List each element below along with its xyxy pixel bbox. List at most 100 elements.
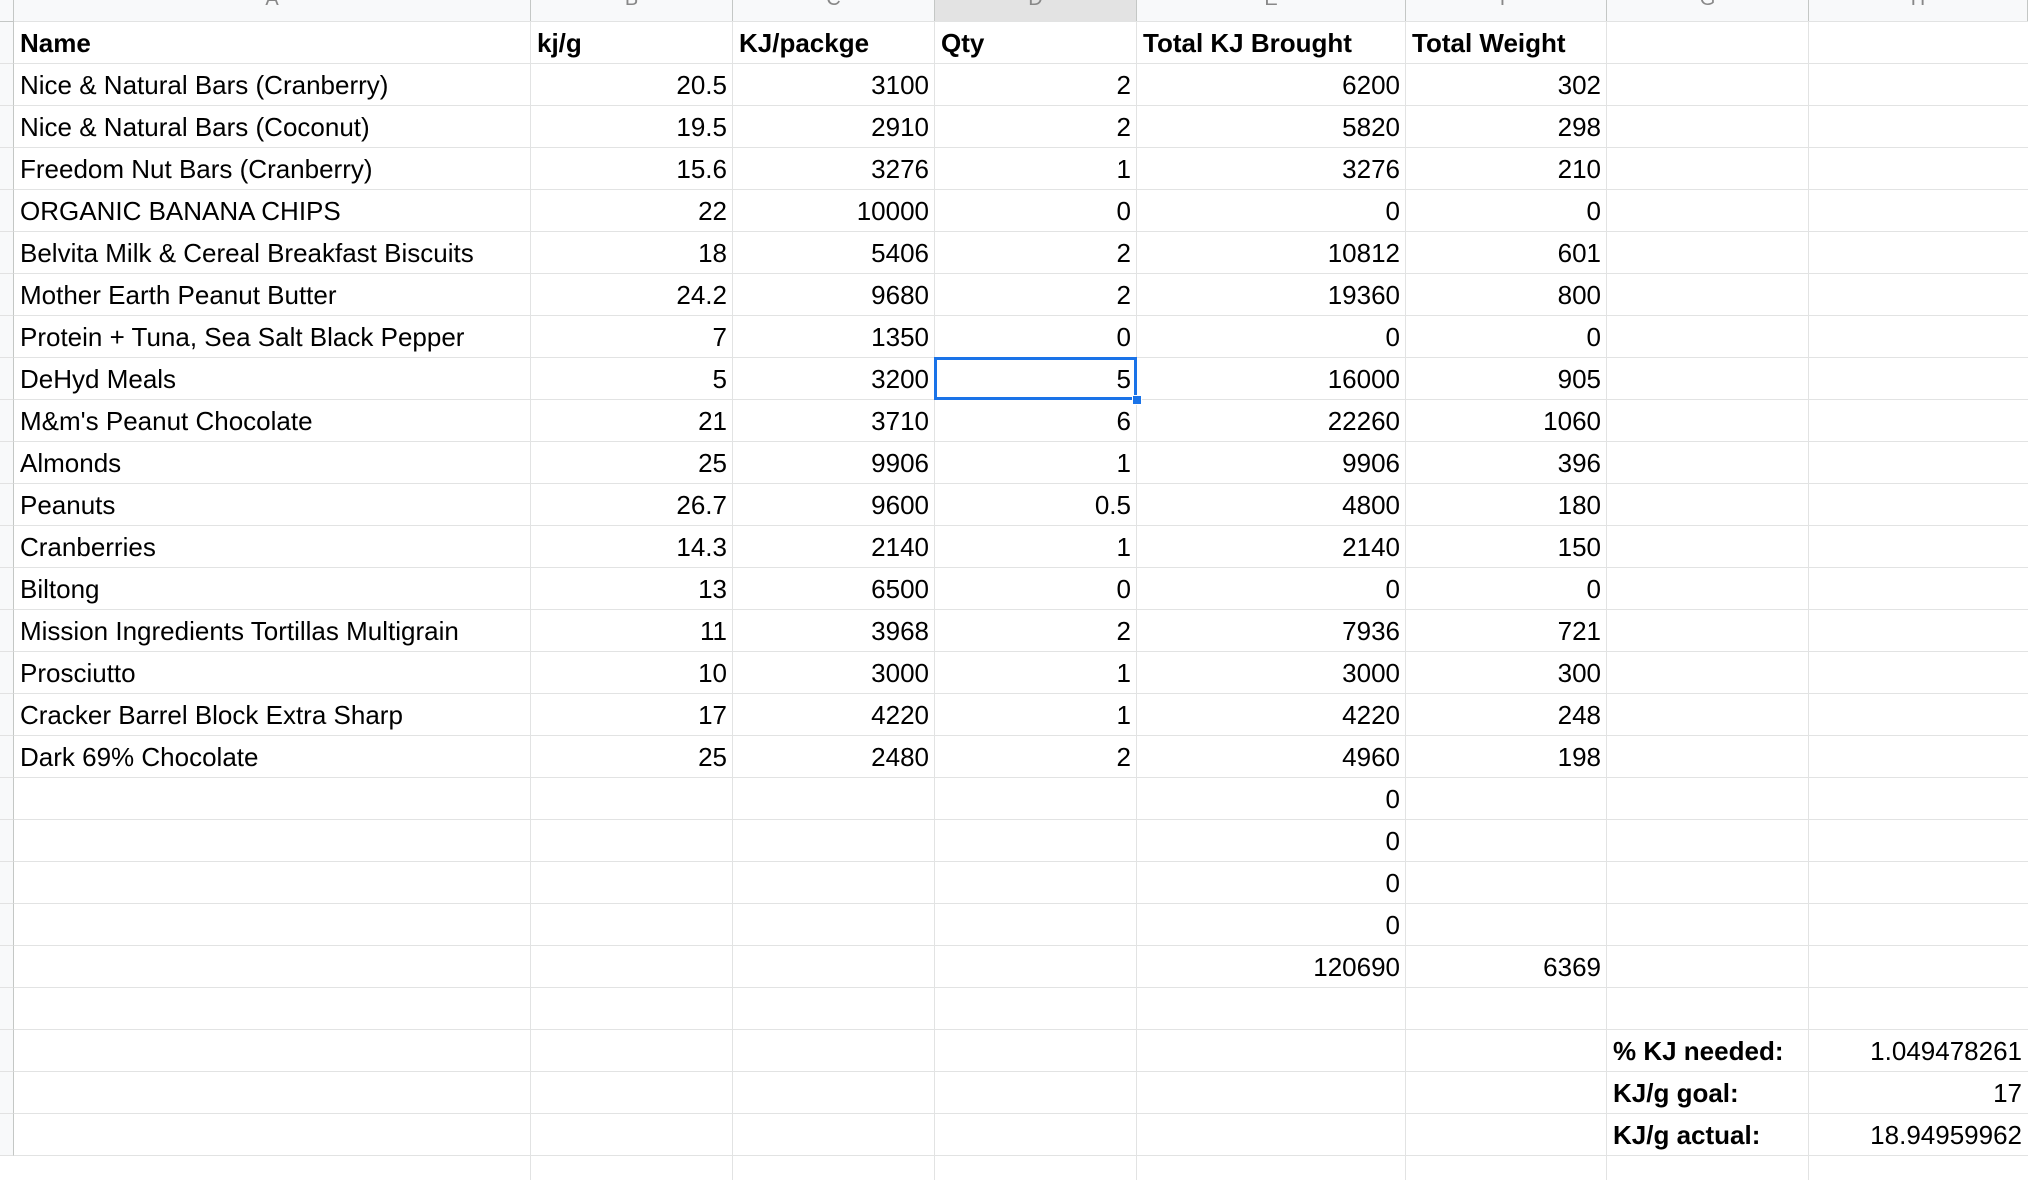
summary-value-cell[interactable]: 1.049478261	[1870, 1036, 2022, 1066]
item-name-cell[interactable]: Mother Earth Peanut Butter	[20, 280, 337, 310]
number-cell[interactable]: 905	[1557, 364, 1601, 394]
number-cell[interactable]: 0	[1116, 322, 1131, 352]
row-header-22[interactable]	[0, 904, 14, 946]
row-header-15[interactable]	[0, 610, 14, 652]
number-cell[interactable]: 25	[698, 742, 727, 772]
column-title-cell[interactable]: Total KJ Brought	[1143, 28, 1352, 58]
row-header-18[interactable]	[0, 736, 14, 778]
item-name-cell[interactable]: DeHyd Meals	[20, 364, 177, 394]
number-cell[interactable]: 22260	[1327, 406, 1400, 436]
row-header-3[interactable]	[0, 106, 14, 148]
number-cell[interactable]: 198	[1557, 742, 1601, 772]
number-cell[interactable]: 6200	[1342, 70, 1400, 100]
grand-total-weight-cell[interactable]: 6369	[1543, 952, 1601, 982]
number-cell[interactable]: 3710	[871, 406, 929, 436]
row-header-10[interactable]	[0, 400, 14, 442]
item-name-cell[interactable]: Freedom Nut Bars (Cranberry)	[20, 154, 373, 184]
number-cell[interactable]: 601	[1557, 238, 1601, 268]
column-header-b[interactable]: B	[531, 0, 733, 22]
number-cell[interactable]: 1	[1116, 448, 1131, 478]
kj-total-cell[interactable]: 0	[1385, 784, 1400, 814]
item-name-cell[interactable]: M&m's Peanut Chocolate	[20, 406, 313, 436]
column-title-cell[interactable]: KJ/packge	[739, 28, 870, 58]
number-cell[interactable]: 3100	[871, 70, 929, 100]
number-cell[interactable]: 2	[1116, 280, 1131, 310]
number-cell[interactable]: 10000	[856, 196, 929, 226]
number-cell[interactable]: 0	[1116, 196, 1131, 226]
number-cell[interactable]: 3276	[871, 154, 929, 184]
number-cell[interactable]: 0	[1385, 196, 1400, 226]
number-cell[interactable]: 0	[1116, 574, 1131, 604]
item-name-cell[interactable]: Dark 69% Chocolate	[20, 742, 259, 772]
number-cell[interactable]: 3000	[871, 658, 929, 688]
number-cell[interactable]: 9600	[871, 490, 929, 520]
number-cell[interactable]: 1350	[871, 322, 929, 352]
number-cell[interactable]: 2140	[871, 532, 929, 562]
number-cell[interactable]: 7936	[1342, 616, 1400, 646]
number-cell[interactable]: 5820	[1342, 112, 1400, 142]
row-header-9[interactable]	[0, 358, 14, 400]
number-cell[interactable]: 13	[698, 574, 727, 604]
number-cell[interactable]: 2480	[871, 742, 929, 772]
summary-label-cell[interactable]: KJ/g goal:	[1613, 1078, 1739, 1108]
number-cell[interactable]: 14.3	[676, 532, 727, 562]
column-header-a[interactable]: A	[14, 0, 531, 22]
column-title-cell[interactable]: Total Weight	[1412, 28, 1566, 58]
number-cell[interactable]: 1060	[1543, 406, 1601, 436]
item-name-cell[interactable]: Cranberries	[20, 532, 156, 562]
number-cell[interactable]: 2	[1116, 112, 1131, 142]
column-header-d[interactable]: D	[935, 0, 1137, 22]
row-header-1[interactable]	[0, 22, 14, 64]
item-name-cell[interactable]: Protein + Tuna, Sea Salt Black Pepper	[20, 322, 465, 352]
number-cell[interactable]: 150	[1557, 532, 1601, 562]
number-cell[interactable]: 4800	[1342, 490, 1400, 520]
grand-total-kj-cell[interactable]: 120690	[1313, 952, 1400, 982]
column-header-h[interactable]: H	[1809, 0, 2028, 22]
number-cell[interactable]: 0	[1586, 322, 1601, 352]
number-cell[interactable]: 11	[700, 616, 727, 646]
row-header-6[interactable]	[0, 232, 14, 274]
number-cell[interactable]: 10	[698, 658, 727, 688]
number-cell[interactable]: 17	[698, 700, 727, 730]
number-cell[interactable]: 0.5	[1094, 490, 1131, 520]
row-header-4[interactable]	[0, 148, 14, 190]
item-name-cell[interactable]: Peanuts	[20, 490, 116, 520]
column-header-c[interactable]: C	[733, 0, 935, 22]
item-name-cell[interactable]: Belvita Milk & Cereal Breakfast Biscuits	[20, 238, 474, 268]
number-cell[interactable]: 6	[1116, 406, 1131, 436]
number-cell[interactable]: 6500	[871, 574, 929, 604]
number-cell[interactable]: 298	[1557, 112, 1601, 142]
number-cell[interactable]: 4220	[1342, 700, 1400, 730]
row-header-27[interactable]	[0, 1114, 14, 1156]
number-cell[interactable]: 19.5	[676, 112, 727, 142]
number-cell[interactable]: 25	[698, 448, 727, 478]
number-cell[interactable]: 9906	[871, 448, 929, 478]
item-name-cell[interactable]: Prosciutto	[20, 658, 136, 688]
number-cell[interactable]: 3200	[871, 364, 929, 394]
number-cell[interactable]: 3276	[1342, 154, 1400, 184]
number-cell[interactable]: 3968	[871, 616, 929, 646]
number-cell[interactable]: 396	[1557, 448, 1601, 478]
fill-handle[interactable]	[1132, 395, 1142, 405]
number-cell[interactable]: 1	[1116, 700, 1131, 730]
number-cell[interactable]: 10812	[1327, 238, 1400, 268]
kj-total-cell[interactable]: 0	[1385, 868, 1400, 898]
number-cell[interactable]: 0	[1385, 322, 1400, 352]
row-header-24[interactable]	[0, 988, 14, 1030]
row-header-25[interactable]	[0, 1030, 14, 1072]
kj-total-cell[interactable]: 0	[1385, 910, 1400, 940]
column-title-cell[interactable]: Name	[20, 28, 91, 58]
item-name-cell[interactable]: Almonds	[20, 448, 122, 478]
number-cell[interactable]: 26.7	[676, 490, 727, 520]
row-header-17[interactable]	[0, 694, 14, 736]
number-cell[interactable]: 3000	[1342, 658, 1400, 688]
summary-value-cell[interactable]: 18.94959962	[1870, 1120, 2022, 1150]
row-header-23[interactable]	[0, 946, 14, 988]
number-cell[interactable]: 0	[1586, 574, 1601, 604]
number-cell[interactable]: 19360	[1327, 280, 1400, 310]
item-name-cell[interactable]: Cracker Barrel Block Extra Sharp	[20, 700, 403, 730]
row-header-5[interactable]	[0, 190, 14, 232]
number-cell[interactable]: 9906	[1342, 448, 1400, 478]
row-header-21[interactable]	[0, 862, 14, 904]
